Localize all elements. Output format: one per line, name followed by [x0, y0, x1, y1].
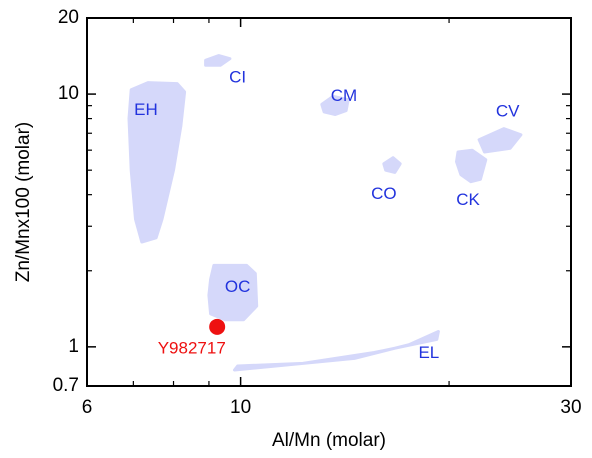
ticks-layer: 6 10 30 0.7 1 10 20 — [53, 7, 582, 418]
region-label-cm: CM — [331, 86, 357, 105]
region-eh — [127, 81, 187, 244]
x-axis-label: Al/Mn (molar) — [272, 430, 386, 451]
y-tick-label: 10 — [58, 83, 79, 104]
region-label-oc: OC — [225, 277, 251, 296]
region-label-eh: EH — [134, 100, 158, 119]
data-point — [209, 318, 226, 335]
region-label-el: EL — [418, 343, 439, 362]
regions-layer: EH CI CM CV CO CK OC EL — [127, 54, 523, 372]
points-layer: Y982717 — [158, 318, 226, 358]
region-cm — [320, 94, 350, 116]
region-label-ck: CK — [456, 190, 480, 209]
region-oc — [207, 263, 259, 322]
region-label-co: CO — [371, 184, 397, 203]
region-co — [382, 156, 402, 174]
plot-frame — [86, 17, 572, 387]
y-tick-label: 20 — [58, 7, 79, 28]
region-label-cv: CV — [496, 101, 520, 120]
y-tick-label: 0.7 — [53, 375, 79, 396]
y-tick-label: 1 — [68, 336, 79, 357]
region-ci — [204, 54, 232, 67]
region-cv — [477, 127, 523, 154]
region-label-ci: CI — [229, 67, 246, 86]
data-point-label: Y982717 — [158, 339, 226, 358]
region-el — [233, 330, 440, 372]
y-axis-label: Zn/Mnx100 (molar) — [13, 122, 34, 283]
x-tick-label: 30 — [560, 397, 581, 418]
x-tick-label: 10 — [230, 397, 251, 418]
region-ck — [455, 148, 488, 184]
x-tick-label: 6 — [82, 397, 93, 418]
